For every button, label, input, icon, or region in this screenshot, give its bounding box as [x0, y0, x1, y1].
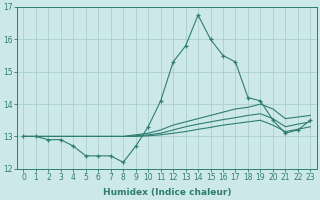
X-axis label: Humidex (Indice chaleur): Humidex (Indice chaleur) [103, 188, 231, 197]
